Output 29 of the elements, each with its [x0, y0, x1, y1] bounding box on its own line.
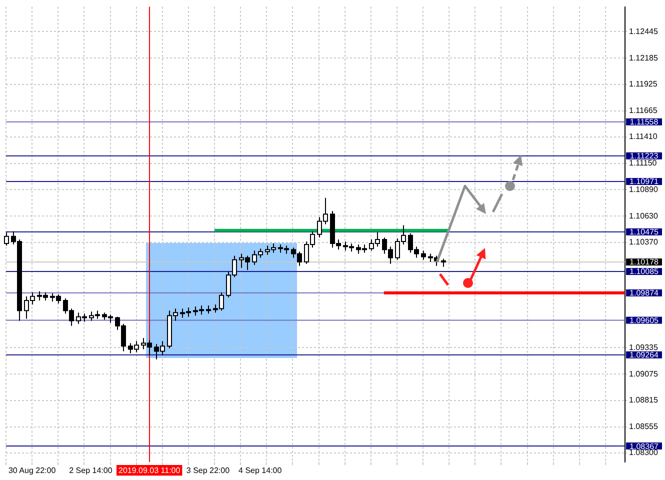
y-tick-label: 1.11665: [629, 106, 658, 116]
ref-line-label: 1.11223: [630, 152, 659, 161]
y-tick-label: 1.10370: [629, 238, 658, 247]
y-tick-label: 1.10630: [629, 211, 658, 220]
y-tick-label: 1.09335: [629, 342, 658, 352]
y-tick-label: 1.09075: [629, 369, 658, 378]
y-tick-label: 1.11150: [629, 158, 658, 168]
ref-line-label: 1.10475: [630, 228, 660, 237]
ref-line-label: 1.11558: [630, 118, 659, 127]
y-tick-label: 1.08300: [629, 448, 658, 458]
ref-line-label: 1.09264: [630, 350, 660, 360]
y-tick-label: 1.11410: [629, 132, 658, 142]
ref-line-label: 1.10971: [630, 177, 660, 186]
x-tick-label: 30 Aug 22:00: [8, 466, 56, 476]
y-tick-label: 1.11925: [629, 80, 658, 89]
y-tick-label: 1.08815: [629, 396, 658, 405]
y-tick-label: 1.08555: [629, 422, 658, 432]
x-tick-label: 2 Sep 14:00: [69, 466, 113, 476]
ref-line-label: 1.09874: [630, 288, 660, 298]
y-tick-label: 1.12185: [629, 53, 658, 62]
y-tick-label: 1.12445: [629, 26, 658, 36]
ref-line-label: 1.08367: [630, 442, 660, 451]
ref-line-label: 1.09605: [630, 316, 660, 325]
ref-line-label: 1.10178: [630, 258, 660, 267]
x-tick-label: 4 Sep 14:00: [238, 466, 282, 476]
x-tick-label: 2019.09.03 11:00: [118, 466, 181, 476]
ref-line-label: 1.10085: [630, 267, 660, 276]
y-tick-label: 1.10890: [629, 184, 658, 194]
x-tick-label: 3 Sep 22:00: [186, 466, 230, 476]
